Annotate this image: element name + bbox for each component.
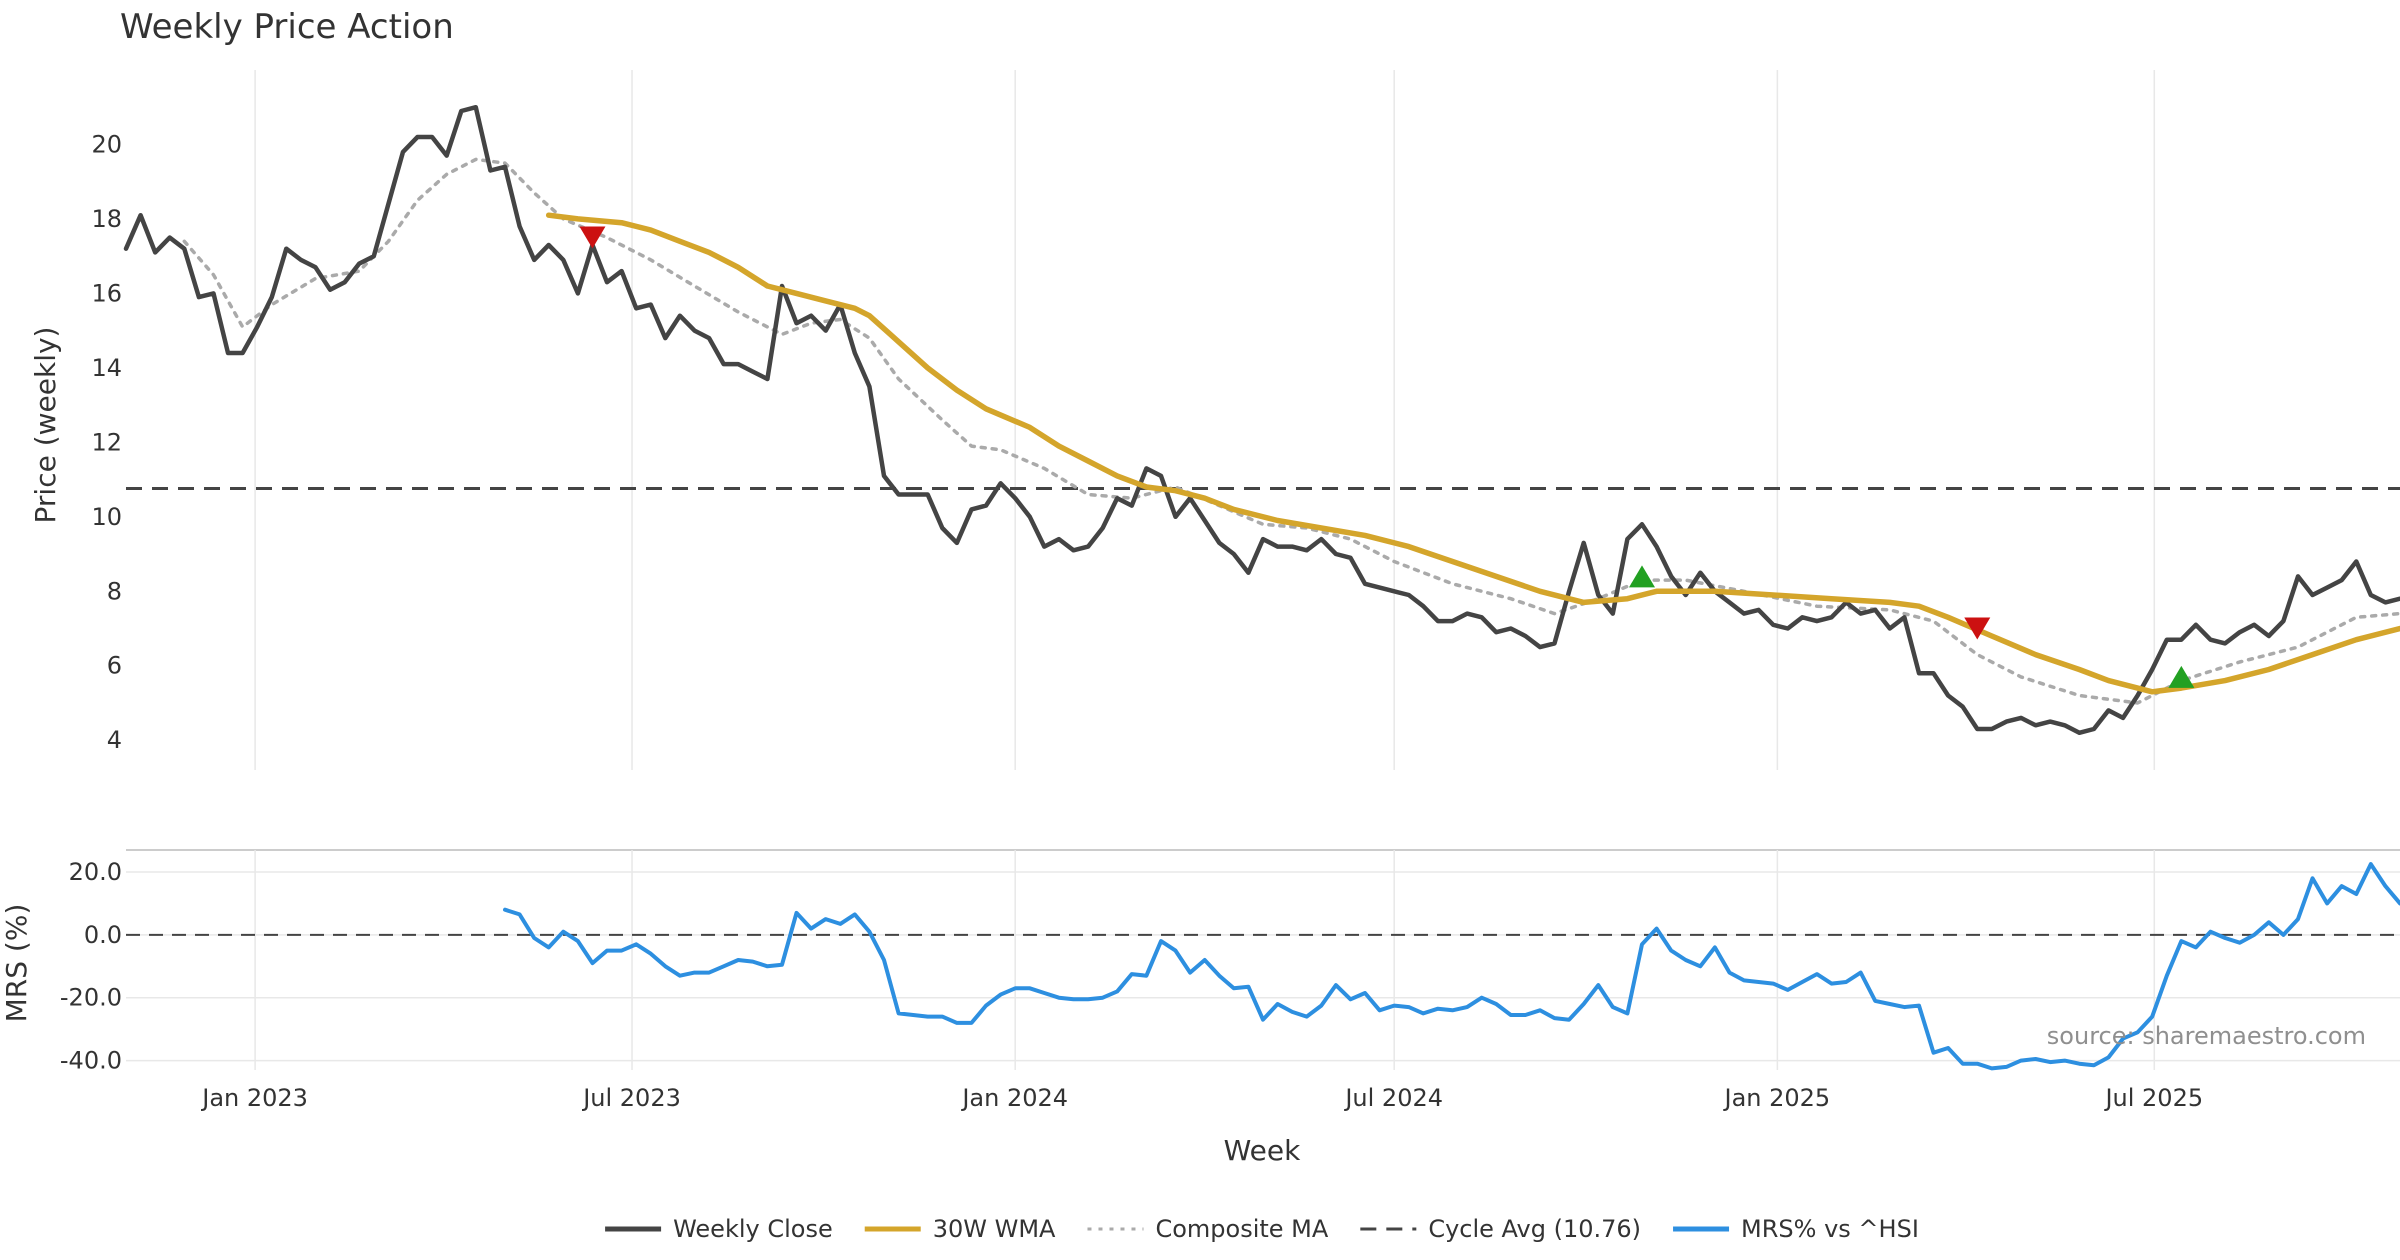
x-tick-label: Jul 2025: [2103, 1084, 2203, 1112]
price-y-tick-label: 14: [91, 354, 122, 382]
price-panel: 4 6 8 10 12 14 16 18 20 Price (weekly): [29, 70, 2400, 770]
legend-label: Weekly Close: [673, 1215, 833, 1243]
x-tick-label: Jan 2023: [200, 1084, 308, 1112]
x-tick-label: Jul 2024: [1343, 1084, 1443, 1112]
legend-item: Weekly Close: [605, 1215, 833, 1243]
composite-ma-line: [182, 157, 2400, 705]
sell-signal-marker: [579, 226, 606, 249]
chart-title: Weekly Price Action: [120, 7, 454, 47]
signal-markers: [579, 226, 2195, 688]
mrs-y-tick-label: 20.0: [69, 858, 122, 886]
price-y-tick-label: 20: [91, 130, 122, 158]
legend-label: 30W WMA: [933, 1215, 1056, 1243]
source-annotation: source: sharemaestro.com: [2047, 1022, 2366, 1050]
mrs-y-tick-label: -40.0: [60, 1047, 122, 1075]
x-ticks: Jan 2023 Jul 2023 Jan 2024 Jul 2024 Jan 2025…: [200, 1084, 2203, 1112]
mrs-y-ticks: 20.0 0.0 -20.0 -40.0: [60, 858, 122, 1075]
price-grid: [254, 70, 2156, 770]
price-y-ticks: 4 6 8 10 12 14 16 18 20: [91, 130, 122, 754]
buy-signal-marker: [1629, 565, 1655, 588]
x-tick-label: Jan 2024: [960, 1084, 1068, 1112]
price-y-axis-label: Price (weekly): [29, 327, 62, 524]
price-series-layer: [123, 104, 2400, 736]
legend-label: Cycle Avg (10.76): [1428, 1215, 1641, 1243]
legend-label: MRS% vs ^HSI: [1741, 1215, 1919, 1243]
legend-item: Cycle Avg (10.76): [1360, 1215, 1641, 1243]
legend-item: 30W WMA: [864, 1215, 1056, 1243]
mrs-y-tick-label: 0.0: [84, 921, 122, 949]
price-y-tick-label: 18: [91, 205, 122, 233]
price-y-tick-label: 4: [107, 726, 122, 754]
legend-item: Composite MA: [1087, 1215, 1329, 1243]
sell-signal-marker: [1964, 617, 1991, 640]
mrs-y-axis-label: MRS (%): [0, 904, 33, 1023]
mrs-series-layer: [503, 862, 2400, 1071]
x-axis-label: Week: [1224, 1134, 1301, 1167]
x-tick-label: Jul 2023: [581, 1084, 681, 1112]
price-y-tick-label: 16: [91, 279, 122, 307]
mrs-line: [503, 862, 2400, 1071]
price-y-tick-label: 10: [91, 503, 122, 531]
mrs-y-tick-label: -20.0: [60, 984, 122, 1012]
wma-30w-line: [545, 212, 2400, 695]
price-y-tick-label: 8: [107, 577, 122, 605]
buy-signal-marker: [2168, 665, 2195, 688]
price-y-tick-label: 6: [107, 652, 122, 680]
legend-label: Composite MA: [1155, 1215, 1328, 1243]
legend: Weekly Close 30W WMA Composite MA Cycle Avg…: [605, 1215, 1919, 1243]
price-y-tick-label: 12: [91, 428, 122, 456]
mrs-panel: 20.0 0.0 -20.0 -40.0 MRS (%) source: sharem…: [0, 849, 2400, 1075]
weekly-close-line: [123, 104, 2400, 736]
x-tick-label: Jan 2025: [1723, 1084, 1831, 1112]
legend-item: MRS% vs ^HSI: [1673, 1215, 1919, 1243]
